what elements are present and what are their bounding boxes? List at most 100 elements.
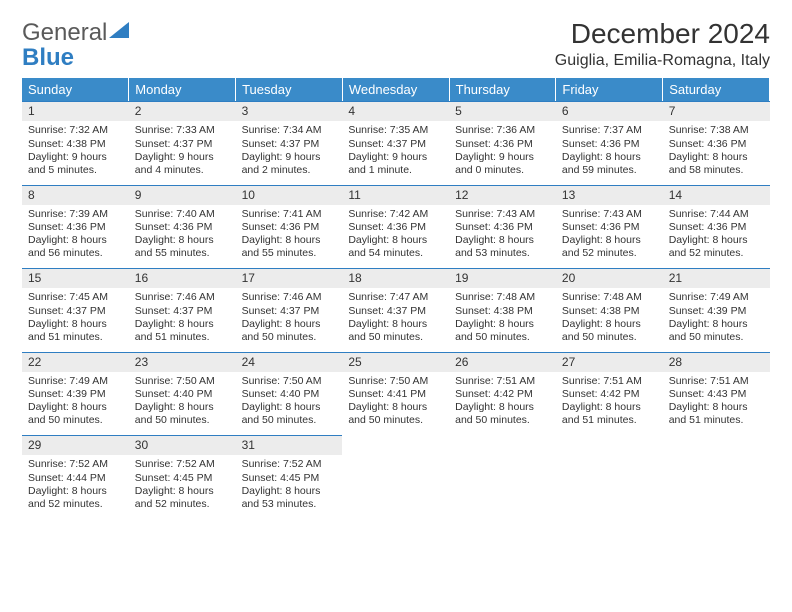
sunrise-text: Sunrise: 7:52 AM (242, 458, 337, 471)
sunset-text: Sunset: 4:43 PM (669, 388, 764, 401)
calendar-cell: 10Sunrise: 7:41 AMSunset: 4:36 PMDayligh… (236, 185, 343, 269)
daylight-text: Daylight: 8 hours (242, 485, 337, 498)
sunrise-text: Sunrise: 7:39 AM (28, 208, 123, 221)
calendar-cell: 28Sunrise: 7:51 AMSunset: 4:43 PMDayligh… (663, 352, 770, 436)
sunrise-text: Sunrise: 7:51 AM (562, 375, 657, 388)
daylight-text: and 52 minutes. (28, 498, 123, 511)
calendar-cell: 6Sunrise: 7:37 AMSunset: 4:36 PMDaylight… (556, 101, 663, 185)
sunset-text: Sunset: 4:38 PM (28, 138, 123, 151)
daylight-text: Daylight: 8 hours (348, 234, 443, 247)
sunset-text: Sunset: 4:37 PM (135, 305, 230, 318)
sunrise-text: Sunrise: 7:40 AM (135, 208, 230, 221)
sunset-text: Sunset: 4:37 PM (28, 305, 123, 318)
sunrise-text: Sunrise: 7:52 AM (28, 458, 123, 471)
daylight-text: Daylight: 8 hours (455, 401, 550, 414)
day-body: Sunrise: 7:49 AMSunset: 4:39 PMDaylight:… (663, 288, 770, 352)
daylight-text: and 0 minutes. (455, 164, 550, 177)
day-body: Sunrise: 7:47 AMSunset: 4:37 PMDaylight:… (342, 288, 449, 352)
calendar-cell: 9Sunrise: 7:40 AMSunset: 4:36 PMDaylight… (129, 185, 236, 269)
day-body: Sunrise: 7:35 AMSunset: 4:37 PMDaylight:… (342, 121, 449, 185)
daylight-text: Daylight: 8 hours (135, 234, 230, 247)
day-number: 14 (663, 185, 770, 205)
calendar-head: SundayMondayTuesdayWednesdayThursdayFrid… (22, 78, 770, 101)
sunrise-text: Sunrise: 7:36 AM (455, 124, 550, 137)
month-title: December 2024 (555, 18, 770, 50)
calendar-cell: 30Sunrise: 7:52 AMSunset: 4:45 PMDayligh… (129, 435, 236, 519)
sunrise-text: Sunrise: 7:44 AM (669, 208, 764, 221)
sunset-text: Sunset: 4:36 PM (135, 221, 230, 234)
daylight-text: and 1 minute. (348, 164, 443, 177)
sunrise-text: Sunrise: 7:48 AM (455, 291, 550, 304)
day-body: Sunrise: 7:33 AMSunset: 4:37 PMDaylight:… (129, 121, 236, 185)
calendar-body: 1Sunrise: 7:32 AMSunset: 4:38 PMDaylight… (22, 101, 770, 519)
weekday-header: Thursday (449, 78, 556, 101)
daylight-text: and 50 minutes. (135, 414, 230, 427)
sunrise-text: Sunrise: 7:47 AM (348, 291, 443, 304)
sunset-text: Sunset: 4:36 PM (562, 221, 657, 234)
calendar-cell: 12Sunrise: 7:43 AMSunset: 4:36 PMDayligh… (449, 185, 556, 269)
calendar-cell: .. (556, 435, 663, 519)
day-body: Sunrise: 7:36 AMSunset: 4:36 PMDaylight:… (449, 121, 556, 185)
logo-text-general: General (22, 19, 107, 46)
calendar-cell: 8Sunrise: 7:39 AMSunset: 4:36 PMDaylight… (22, 185, 129, 269)
daylight-text: and 51 minutes. (562, 414, 657, 427)
day-body: Sunrise: 7:51 AMSunset: 4:42 PMDaylight:… (449, 372, 556, 436)
day-body: Sunrise: 7:43 AMSunset: 4:36 PMDaylight:… (556, 205, 663, 269)
sunrise-text: Sunrise: 7:52 AM (135, 458, 230, 471)
daylight-text: and 53 minutes. (455, 247, 550, 260)
daylight-text: Daylight: 8 hours (242, 318, 337, 331)
day-body: Sunrise: 7:46 AMSunset: 4:37 PMDaylight:… (129, 288, 236, 352)
sunset-text: Sunset: 4:45 PM (135, 472, 230, 485)
sunrise-text: Sunrise: 7:41 AM (242, 208, 337, 221)
daylight-text: Daylight: 8 hours (135, 485, 230, 498)
calendar-cell: 4Sunrise: 7:35 AMSunset: 4:37 PMDaylight… (342, 101, 449, 185)
daylight-text: Daylight: 8 hours (455, 234, 550, 247)
sunset-text: Sunset: 4:45 PM (242, 472, 337, 485)
calendar-cell: 20Sunrise: 7:48 AMSunset: 4:38 PMDayligh… (556, 268, 663, 352)
daylight-text: and 50 minutes. (348, 331, 443, 344)
sunrise-text: Sunrise: 7:45 AM (28, 291, 123, 304)
day-body: Sunrise: 7:50 AMSunset: 4:40 PMDaylight:… (236, 372, 343, 436)
daylight-text: and 50 minutes. (669, 331, 764, 344)
day-body: Sunrise: 7:43 AMSunset: 4:36 PMDaylight:… (449, 205, 556, 269)
calendar-cell: 2Sunrise: 7:33 AMSunset: 4:37 PMDaylight… (129, 101, 236, 185)
sunrise-text: Sunrise: 7:37 AM (562, 124, 657, 137)
daylight-text: and 51 minutes. (28, 331, 123, 344)
sunrise-text: Sunrise: 7:43 AM (562, 208, 657, 221)
day-body: Sunrise: 7:50 AMSunset: 4:41 PMDaylight:… (342, 372, 449, 436)
sunset-text: Sunset: 4:36 PM (348, 221, 443, 234)
day-number: 21 (663, 268, 770, 288)
day-number: 12 (449, 185, 556, 205)
daylight-text: and 50 minutes. (455, 414, 550, 427)
daylight-text: and 53 minutes. (242, 498, 337, 511)
sunset-text: Sunset: 4:39 PM (28, 388, 123, 401)
sunrise-text: Sunrise: 7:49 AM (28, 375, 123, 388)
sunset-text: Sunset: 4:44 PM (28, 472, 123, 485)
daylight-text: and 51 minutes. (135, 331, 230, 344)
logo-text-blue: Blue (22, 44, 74, 71)
day-body: Sunrise: 7:52 AMSunset: 4:45 PMDaylight:… (129, 455, 236, 519)
day-number: 8 (22, 185, 129, 205)
sunset-text: Sunset: 4:36 PM (455, 138, 550, 151)
day-number: 27 (556, 352, 663, 372)
calendar-cell: 3Sunrise: 7:34 AMSunset: 4:37 PMDaylight… (236, 101, 343, 185)
daylight-text: Daylight: 8 hours (348, 401, 443, 414)
daylight-text: Daylight: 8 hours (455, 318, 550, 331)
calendar-cell: 14Sunrise: 7:44 AMSunset: 4:36 PMDayligh… (663, 185, 770, 269)
day-number: 29 (22, 435, 129, 455)
day-number: 28 (663, 352, 770, 372)
day-body: Sunrise: 7:42 AMSunset: 4:36 PMDaylight:… (342, 205, 449, 269)
day-number: 4 (342, 101, 449, 121)
sunrise-text: Sunrise: 7:33 AM (135, 124, 230, 137)
daylight-text: Daylight: 8 hours (28, 485, 123, 498)
calendar-cell: 5Sunrise: 7:36 AMSunset: 4:36 PMDaylight… (449, 101, 556, 185)
sunrise-text: Sunrise: 7:34 AM (242, 124, 337, 137)
sunset-text: Sunset: 4:36 PM (669, 221, 764, 234)
day-number: 25 (342, 352, 449, 372)
day-body: Sunrise: 7:51 AMSunset: 4:43 PMDaylight:… (663, 372, 770, 436)
day-number: 11 (342, 185, 449, 205)
day-number: 23 (129, 352, 236, 372)
day-body: Sunrise: 7:52 AMSunset: 4:44 PMDaylight:… (22, 455, 129, 519)
day-number: 17 (236, 268, 343, 288)
daylight-text: Daylight: 8 hours (135, 318, 230, 331)
